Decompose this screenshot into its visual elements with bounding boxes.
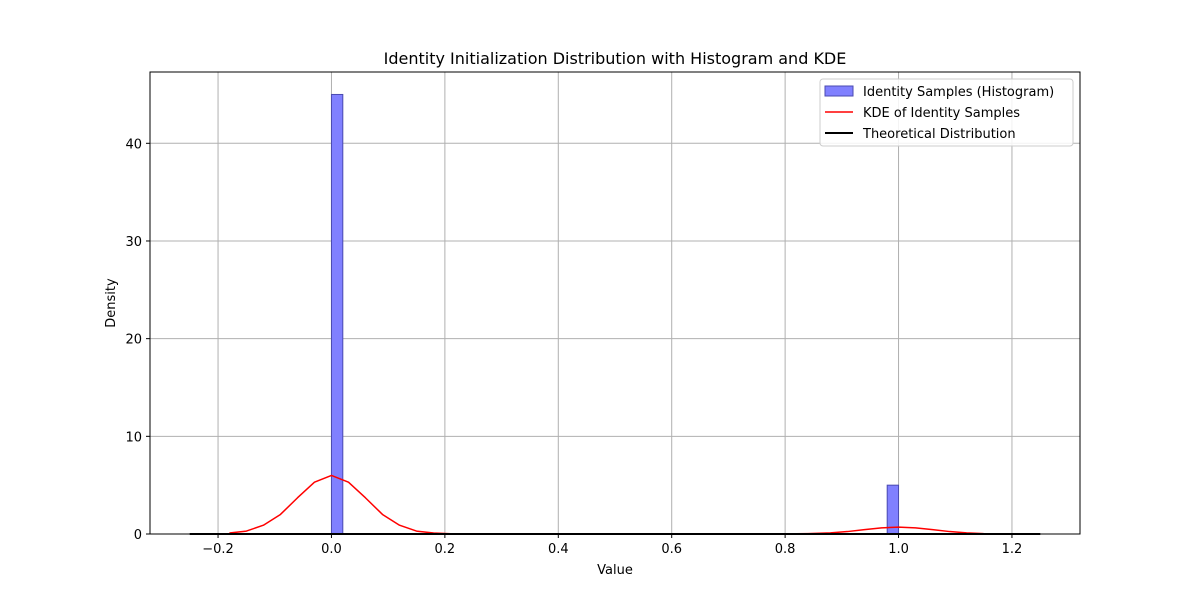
y-tick-label: 30 (125, 235, 142, 250)
x-tick-label: 0.6 (661, 542, 682, 557)
y-axis-ticks: 0 10 20 30 40 (125, 137, 150, 543)
y-tick-label: 10 (125, 430, 142, 445)
legend-swatch-histogram (824, 85, 854, 97)
x-tick-label: 1.2 (1002, 542, 1023, 557)
histogram-bars (330, 93, 900, 535)
x-tick-label: −0.2 (202, 542, 234, 557)
legend-entry-label: Identity Samples (Histogram) (863, 85, 1054, 100)
legend-entry-label: Theoretical Distribution (862, 127, 1016, 142)
kde-line (229, 474, 1001, 535)
x-tick-label: 0.8 (775, 542, 796, 557)
x-tick-label: 0.4 (548, 542, 569, 557)
x-tick-label: 0.0 (321, 542, 342, 557)
y-tick-label: 40 (125, 137, 142, 152)
x-tick-label: 1.0 (888, 542, 909, 557)
plot-area-frame (149, 71, 1081, 535)
y-axis-label: Density (104, 278, 119, 328)
x-axis-label: Value (597, 563, 633, 578)
legend: Identity Samples (Histogram) KDE of Ident… (819, 78, 1074, 147)
legend-entry-label: KDE of Identity Samples (863, 106, 1020, 121)
x-tick-label: 0.2 (435, 542, 456, 557)
chart-title: Identity Initialization Distribution wit… (384, 49, 847, 68)
histogram-bar (330, 93, 344, 535)
legend-frame (819, 78, 1074, 147)
x-axis-ticks: −0.2 0.0 0.2 0.4 0.6 0.8 1.0 1.2 (202, 534, 1022, 557)
series-lines (189, 474, 1041, 535)
y-tick-label: 20 (125, 333, 142, 348)
y-tick-label: 0 (134, 528, 142, 543)
